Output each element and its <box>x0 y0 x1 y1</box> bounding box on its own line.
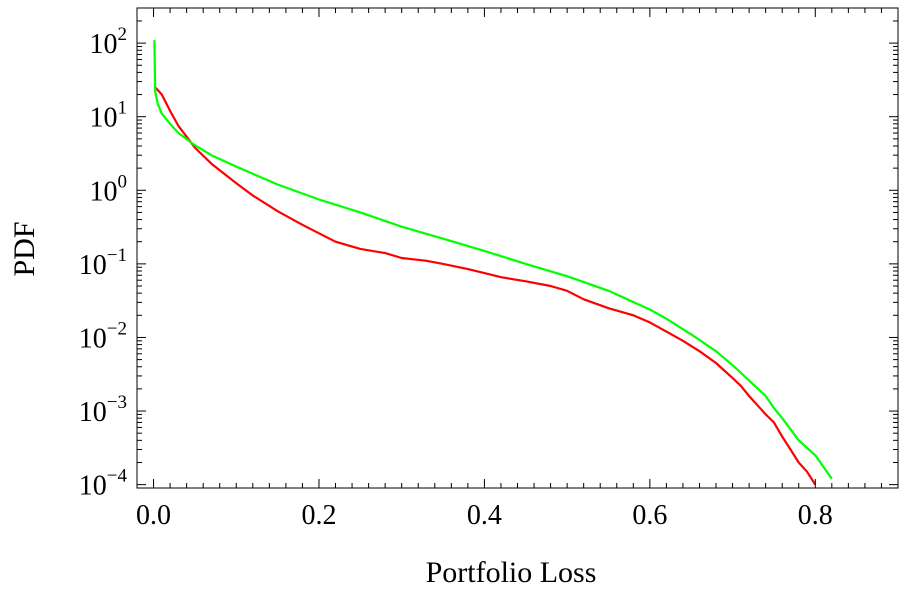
y-tick-label: 101 <box>90 98 128 134</box>
series-layer <box>153 40 833 486</box>
x-tick-label: 0.6 <box>632 500 667 531</box>
y-tick-label: 10−1 <box>79 245 127 281</box>
x-tick-label: 0.8 <box>798 500 833 531</box>
y-tick-label: 10−2 <box>79 318 127 354</box>
series-line-1 <box>154 86 817 486</box>
y-tick-label: 102 <box>90 24 128 60</box>
x-tick-label: 0.0 <box>136 500 171 531</box>
x-axis-title: Portfolio Loss <box>426 556 597 589</box>
y-tick-label: 100 <box>90 171 128 207</box>
x-tick-label: 0.4 <box>467 500 502 531</box>
y-axis-ticks: 102 101 100 10−1 10−2 10−3 10−4 <box>79 7 898 502</box>
y-axis-title: PDF <box>8 221 41 276</box>
x-tick-label: 0.2 <box>301 500 336 531</box>
x-axis-ticks: 0.0 0.2 0.4 0.6 0.8 <box>136 8 899 531</box>
y-tick-label: 10−4 <box>79 466 128 502</box>
y-tick-label: 10−3 <box>79 392 127 428</box>
plot-frame <box>136 7 899 489</box>
series-line-2 <box>153 40 833 480</box>
